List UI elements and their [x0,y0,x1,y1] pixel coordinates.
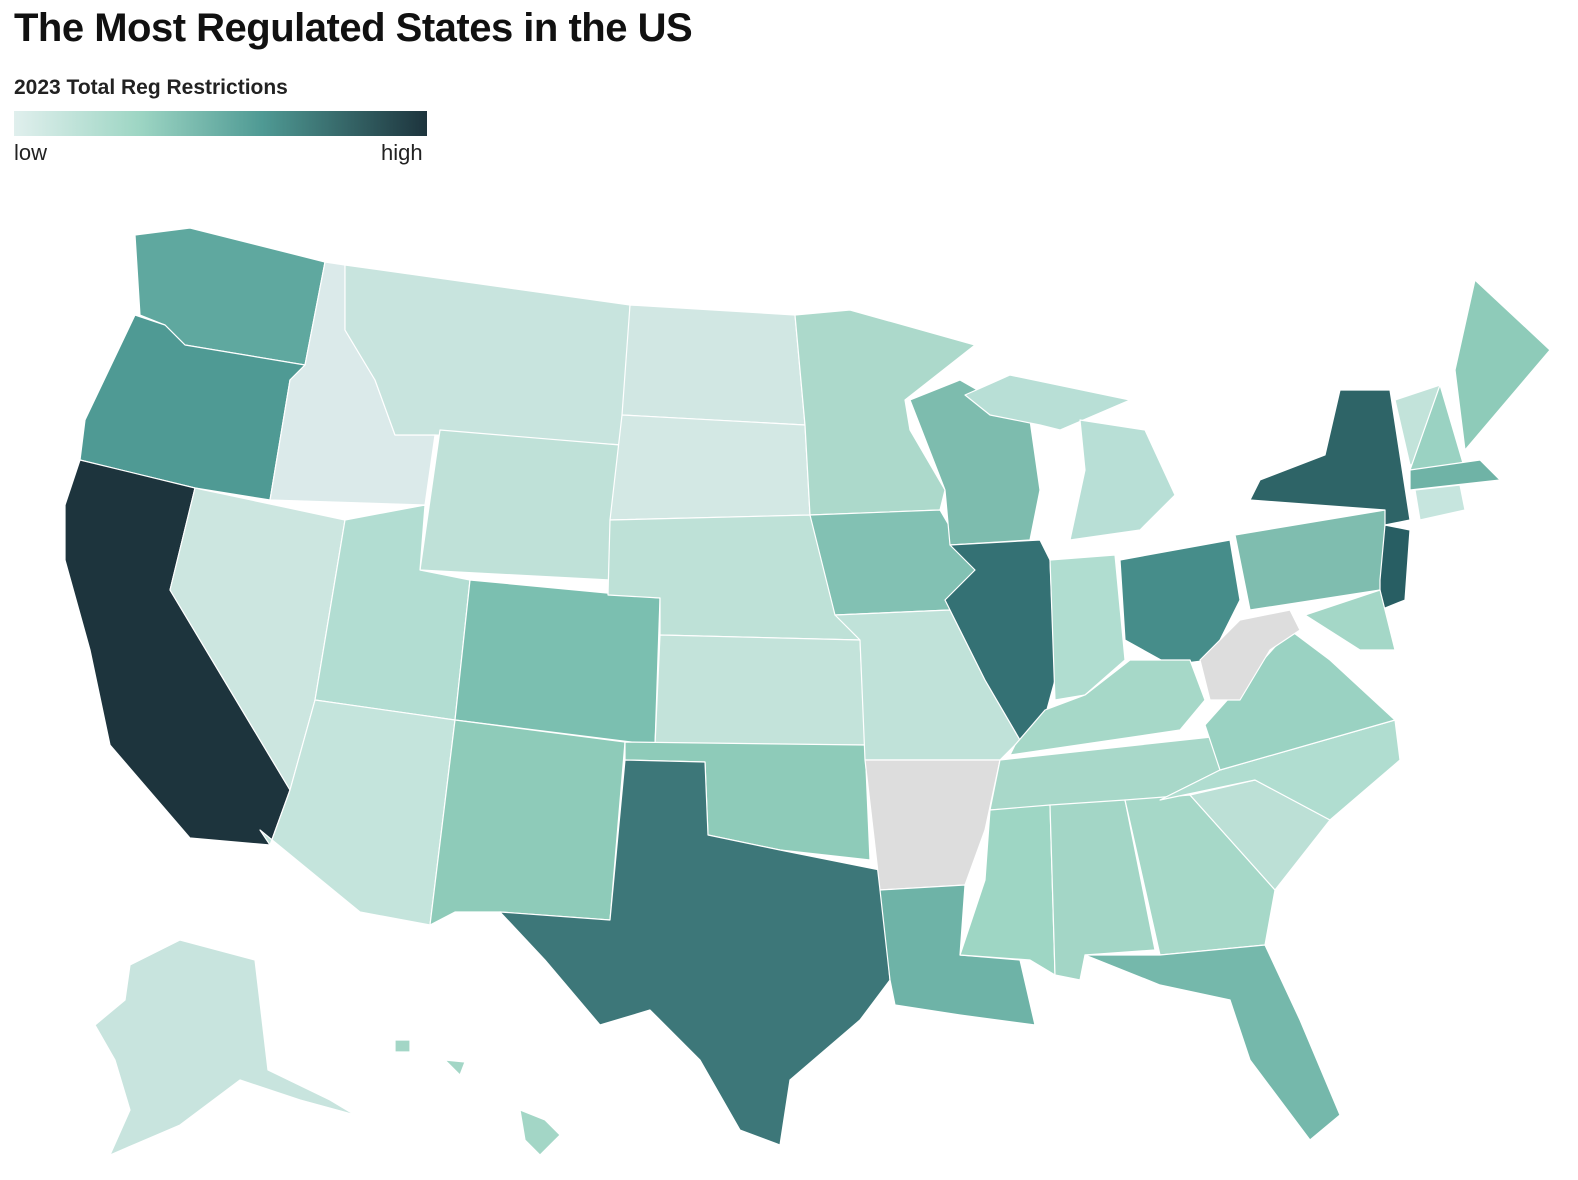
state-shape [444,1059,466,1076]
state-shape [499,759,891,1146]
state-shape [419,429,621,581]
legend-title: 2023 Total Reg Restrictions [14,76,288,99]
legend-low: low [14,140,48,165]
legend-gradient [14,111,427,136]
state-shape [1084,944,1341,1141]
state-shape [454,579,661,746]
state-shape [1379,524,1411,611]
state-shape [1454,279,1551,451]
state-shape [1414,484,1466,521]
state-shape [394,1039,411,1053]
state-shape [1009,659,1206,756]
state-shape [621,304,806,426]
state-shape [1069,419,1176,541]
state-shape [654,634,866,746]
state-shape [94,939,356,1156]
state-shape [879,884,1036,1026]
state-shape [909,379,1041,546]
title: The Most Regulated States in the US [14,6,693,50]
state-shape [1249,389,1411,526]
state-shape [964,374,1131,431]
state-shape [794,309,976,516]
state-shape [609,414,811,521]
state-shape [1199,609,1301,701]
legend-high: high [381,140,423,165]
state-shape [864,759,1001,891]
state-shape [1304,589,1396,651]
state-shape [1049,554,1126,701]
state-shape [429,719,626,926]
state-shape [1409,459,1501,491]
state-shape [519,1109,561,1156]
